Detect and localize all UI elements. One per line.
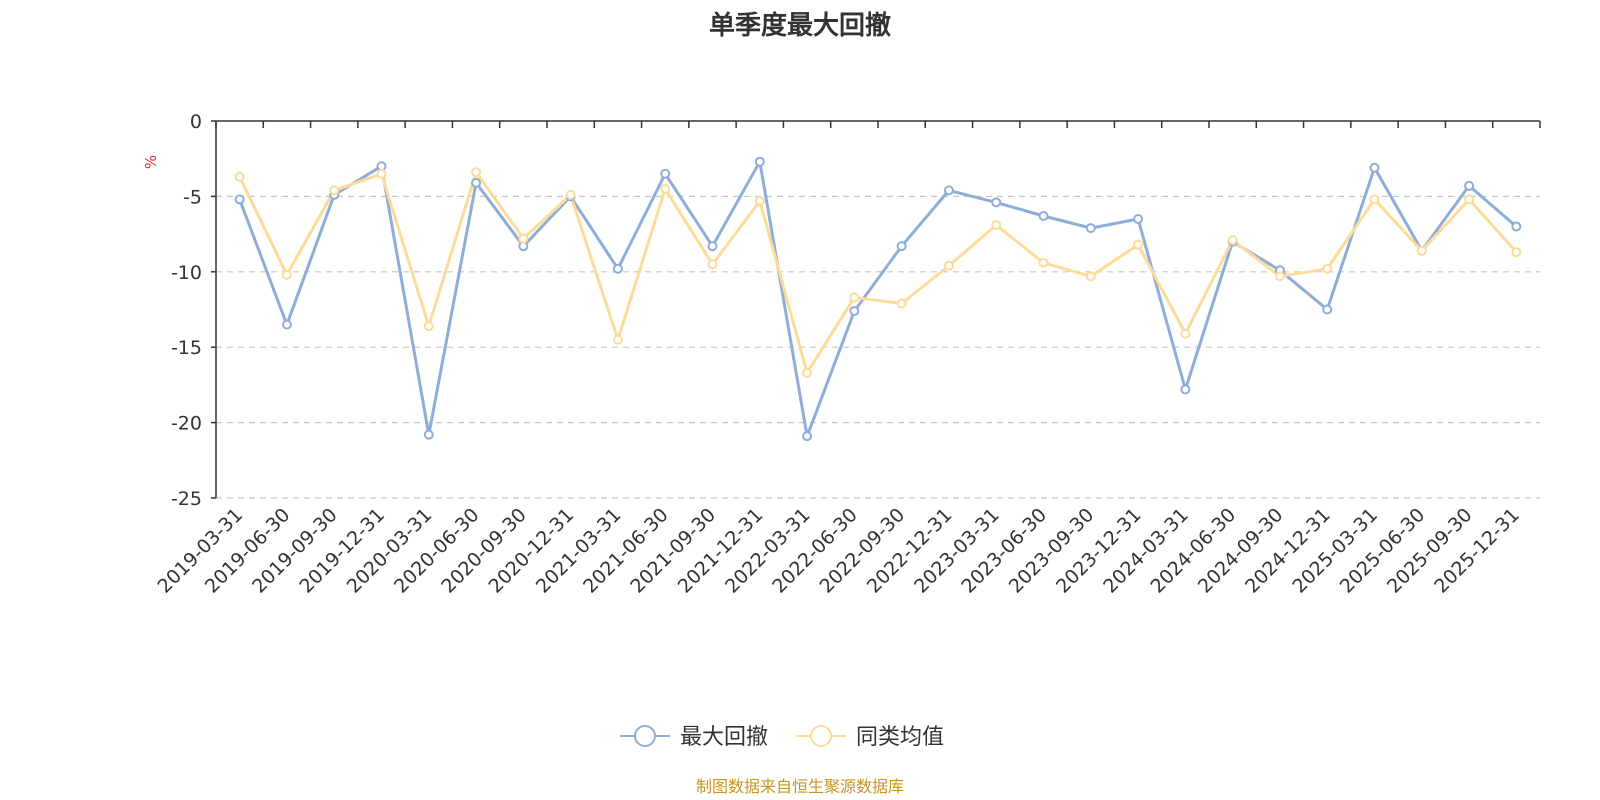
data-point-2: [754, 195, 765, 206]
data-point-1: [471, 177, 482, 188]
legend-label: 同类均值: [856, 725, 944, 750]
data-point-2: [802, 367, 813, 378]
data-point-1: [1464, 180, 1475, 191]
data-point-2: [234, 171, 245, 182]
data-point-2: [1322, 263, 1333, 274]
data-point-2: [1274, 271, 1285, 282]
data-point-1: [1322, 304, 1333, 315]
data-point-2: [896, 298, 907, 309]
data-point-2: [612, 334, 623, 345]
legend-item-1[interactable]: 最大回撤: [620, 725, 768, 750]
legend-label: 最大回撤: [680, 725, 768, 750]
data-point-2: [1369, 194, 1380, 205]
data-point-2: [1416, 245, 1427, 256]
series-line-2: [238, 170, 1518, 375]
grid-lines: [216, 195, 1540, 499]
data-point-2: [849, 292, 860, 303]
series-layer: [234, 156, 1522, 442]
data-point-2: [1511, 247, 1522, 258]
data-point-1: [754, 156, 765, 167]
series-line-1: [238, 160, 1518, 438]
data-point-2: [1227, 235, 1238, 246]
data-point-1: [1180, 384, 1191, 395]
data-point-2: [1038, 257, 1049, 268]
y-tick-label: -10: [171, 262, 202, 284]
axes: 0-5-10-15-20-252019-03-312019-06-302019-…: [154, 111, 1541, 598]
y-tick-label: 0: [190, 111, 202, 133]
data-point-1: [1038, 211, 1049, 222]
data-point-1: [423, 429, 434, 440]
data-point-1: [234, 194, 245, 205]
data-point-1: [281, 319, 292, 330]
data-point-1: [896, 241, 907, 252]
data-point-2: [1180, 328, 1191, 339]
data-point-2: [565, 189, 576, 200]
data-point-2: [707, 259, 718, 270]
data-point-2: [943, 260, 954, 271]
data-point-2: [1133, 239, 1144, 250]
data-point-1: [802, 431, 813, 442]
data-point-1: [612, 263, 623, 274]
data-point-2: [423, 321, 434, 332]
data-point-2: [518, 233, 529, 244]
legend-circle-icon: [634, 725, 656, 747]
data-point-2: [376, 168, 387, 179]
data-point-1: [849, 306, 860, 317]
data-point-1: [707, 241, 718, 252]
data-point-1: [1369, 162, 1380, 173]
source-note: 制图数据来自恒生聚源数据库: [696, 777, 904, 796]
chart-title: 单季度最大回撤: [709, 10, 891, 41]
data-point-2: [991, 220, 1002, 231]
data-point-2: [660, 183, 671, 194]
data-point-1: [1085, 223, 1096, 234]
y-tick-label: -25: [171, 488, 202, 510]
data-point-1: [991, 197, 1002, 208]
data-point-1: [1511, 221, 1522, 232]
y-tick-label: -20: [171, 413, 202, 435]
data-point-1: [660, 168, 671, 179]
data-point-2: [1464, 194, 1475, 205]
legend[interactable]: 最大回撤 同类均值: [620, 725, 944, 750]
y-tick-label: -5: [183, 186, 202, 208]
legend-circle-icon: [810, 725, 832, 747]
data-point-2: [281, 269, 292, 280]
data-point-1: [943, 185, 954, 196]
y-axis-unit-label: %: [142, 155, 160, 169]
legend-item-2[interactable]: 同类均值: [796, 725, 944, 750]
data-point-2: [1085, 271, 1096, 282]
y-tick-label: -15: [171, 337, 202, 359]
data-point-2: [329, 185, 340, 196]
data-point-2: [471, 167, 482, 178]
data-point-1: [1133, 214, 1144, 225]
